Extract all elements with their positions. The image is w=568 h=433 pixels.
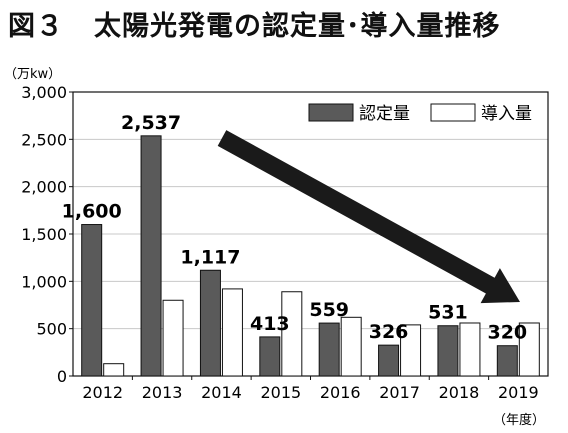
title-text: 太陽光発電の認定量･導入量推移 <box>94 11 501 42</box>
page-title: 図３ 太陽光発電の認定量･導入量推移 <box>8 4 501 43</box>
y-tick-label: 2,500 <box>21 130 67 149</box>
data-label-certified: 1,117 <box>180 246 240 268</box>
bar-certified <box>140 135 162 377</box>
bar-introduced <box>518 322 540 377</box>
x-tick-label: 2012 <box>82 383 123 402</box>
bar-certified <box>496 345 518 377</box>
legend-label-introduced: 導入量 <box>481 104 532 124</box>
x-tick-label: 2015 <box>260 383 301 402</box>
y-tick-label: 1,000 <box>21 272 67 291</box>
bar-certified <box>378 344 400 377</box>
bar-certified <box>318 322 340 377</box>
figure-number: 図３ <box>8 11 64 42</box>
x-unit-label: （年度） <box>493 412 545 428</box>
bar-introduced <box>221 288 243 377</box>
bar-introduced <box>400 324 422 377</box>
x-tick-label: 2018 <box>439 383 480 402</box>
data-label-certified: 2,537 <box>121 112 181 134</box>
legend: 認定量 導入量 <box>308 103 532 124</box>
bar-certified <box>259 336 281 377</box>
y-tick-label: 500 <box>36 320 67 339</box>
axes: 0 500 1,000 1,500 2,000 2,500 3,000（万kw） （年度） 20… <box>4 67 549 428</box>
bar-introduced <box>103 363 125 377</box>
bar-introduced <box>459 322 481 377</box>
y-unit-label: （万kw） <box>4 67 61 82</box>
data-label-certified: 1,600 <box>62 201 122 223</box>
x-tick-label: 2016 <box>320 383 361 402</box>
x-tick-label: 2013 <box>142 383 183 402</box>
bar-introduced <box>340 316 362 377</box>
y-tick-label: 1,500 <box>21 225 67 244</box>
data-labels: 1,600 2,537 1,117 413 559 326 531 320 <box>62 112 528 344</box>
data-label-certified: 320 <box>487 322 527 344</box>
legend-label-certified: 認定量 <box>359 104 410 124</box>
y-tick-label: 2,000 <box>21 178 67 197</box>
trend-arrow <box>217 130 520 304</box>
data-label-certified: 559 <box>309 299 349 321</box>
bar-introduced <box>162 299 184 377</box>
x-tick-label: 2019 <box>498 383 539 402</box>
trend-arrow-shape <box>217 130 520 304</box>
bar-certified <box>437 325 459 377</box>
bar-certified <box>81 224 103 377</box>
legend-swatch-introduced <box>430 103 476 122</box>
data-label-certified: 531 <box>428 302 468 324</box>
data-label-certified: 413 <box>250 313 290 335</box>
bar-introduced <box>281 291 303 377</box>
x-tick-label: 2014 <box>201 383 242 402</box>
y-tick-label: 0 <box>57 367 67 386</box>
data-label-certified: 326 <box>369 321 409 343</box>
legend-swatch-certified <box>308 103 354 122</box>
x-tick-label: 2017 <box>379 383 420 402</box>
bar-certified <box>199 269 221 377</box>
y-tick-label: 3,000 <box>21 83 67 102</box>
bars <box>81 135 540 377</box>
